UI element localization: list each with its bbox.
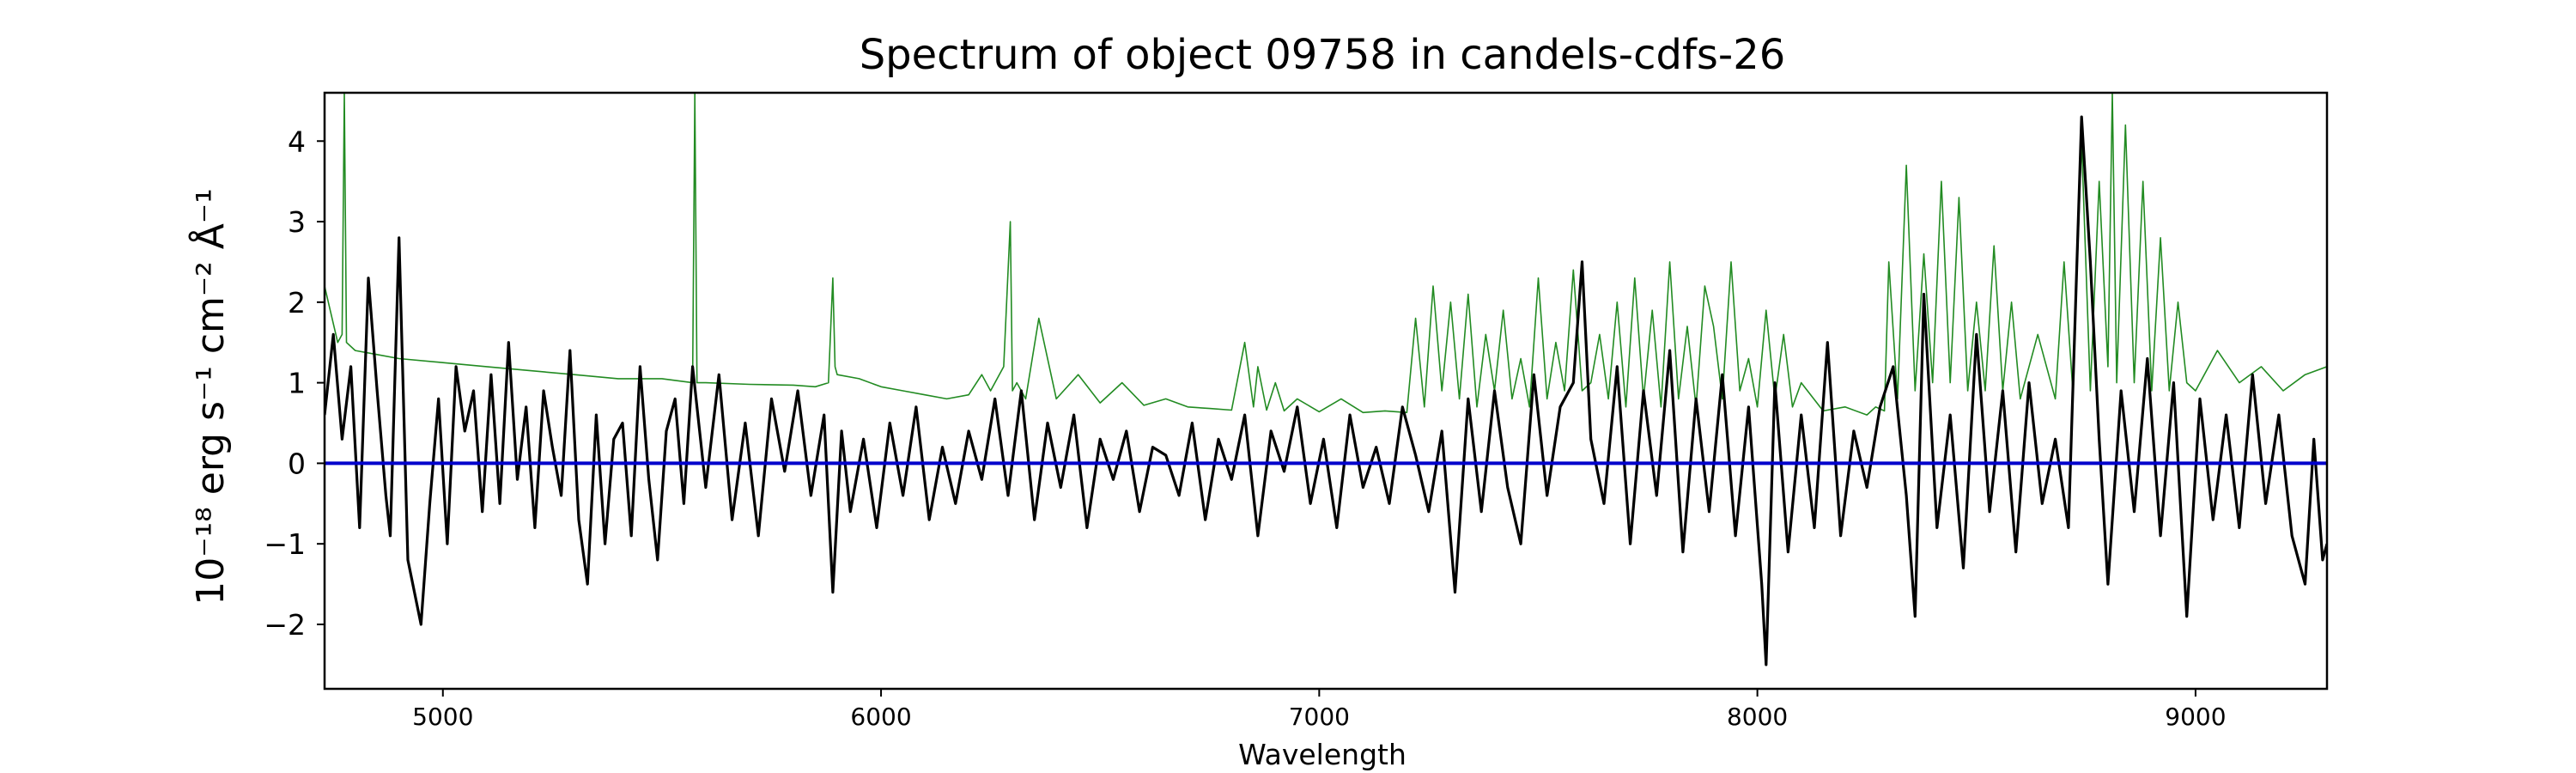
y-axis-ticks: −2 −1 0 1 2 3 4 bbox=[264, 125, 325, 642]
y-tick-label: 3 bbox=[288, 205, 306, 239]
y-axis-label: 10⁻¹⁸ erg s⁻¹ cm⁻² Å⁻¹ bbox=[187, 188, 233, 605]
series-line-flux bbox=[325, 115, 2327, 666]
plot-area bbox=[325, 93, 2327, 666]
y-tick-label: 2 bbox=[288, 286, 306, 320]
y-tick-label: 0 bbox=[288, 447, 306, 480]
y-tick-label: 1 bbox=[288, 367, 306, 400]
series-line-noise bbox=[325, 93, 2327, 416]
y-tick-label: −1 bbox=[264, 527, 306, 561]
x-axis-label: Wavelength bbox=[1238, 738, 1406, 771]
x-tick-label: 7000 bbox=[1289, 703, 1350, 731]
x-axis-ticks: 5000 6000 7000 8000 9000 bbox=[412, 689, 2227, 731]
chart-title: Spectrum of object 09758 in candels-cdfs… bbox=[860, 31, 1786, 79]
y-tick-label: 4 bbox=[288, 125, 306, 158]
plot-frame bbox=[323, 91, 2329, 691]
y-tick-label: −2 bbox=[264, 608, 306, 642]
x-tick-label: 8000 bbox=[1727, 703, 1788, 731]
x-tick-label: 6000 bbox=[850, 703, 911, 731]
x-tick-label: 5000 bbox=[412, 703, 473, 731]
x-tick-label: 9000 bbox=[2165, 703, 2226, 731]
